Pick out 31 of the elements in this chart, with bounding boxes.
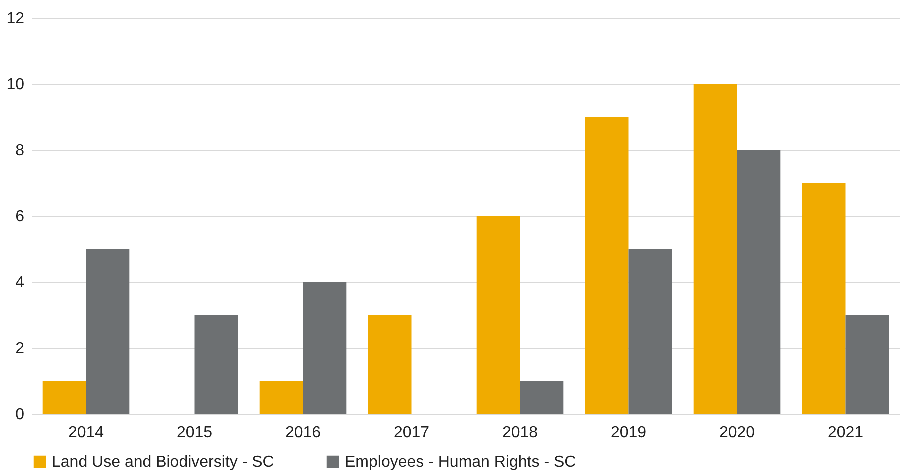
bar [737,150,781,414]
bar [585,117,629,414]
bar [260,381,304,414]
y-tick-label: 4 [16,274,25,292]
y-tick-label: 10 [6,76,25,94]
y-tick-label: 0 [16,406,25,424]
x-tick-label: 2021 [828,424,864,442]
x-tick-label: 2018 [502,424,538,442]
bar [476,216,520,414]
y-tick-label: 2 [16,340,25,358]
bar [368,315,412,414]
legend-label: Land Use and Biodiversity - SC [52,454,274,471]
bar [694,84,738,414]
bar [303,282,347,414]
bar [520,381,564,414]
bar [86,249,130,414]
y-tick-label: 12 [6,10,25,28]
bar [628,249,672,414]
bar [802,183,846,414]
x-tick-label: 2014 [68,424,104,442]
x-tick-label: 2016 [285,424,322,442]
y-tick-label: 8 [16,142,25,160]
x-tick-label: 2019 [610,424,647,442]
x-tick-label: 2020 [719,424,756,442]
legend-label: Employees - Human Rights - SC [345,454,576,471]
bar [42,381,86,414]
x-tick-label: 2017 [394,424,430,442]
x-tick-label: 2015 [176,424,213,442]
bar [846,315,890,414]
bar [194,315,238,414]
y-tick-label: 6 [16,208,25,226]
